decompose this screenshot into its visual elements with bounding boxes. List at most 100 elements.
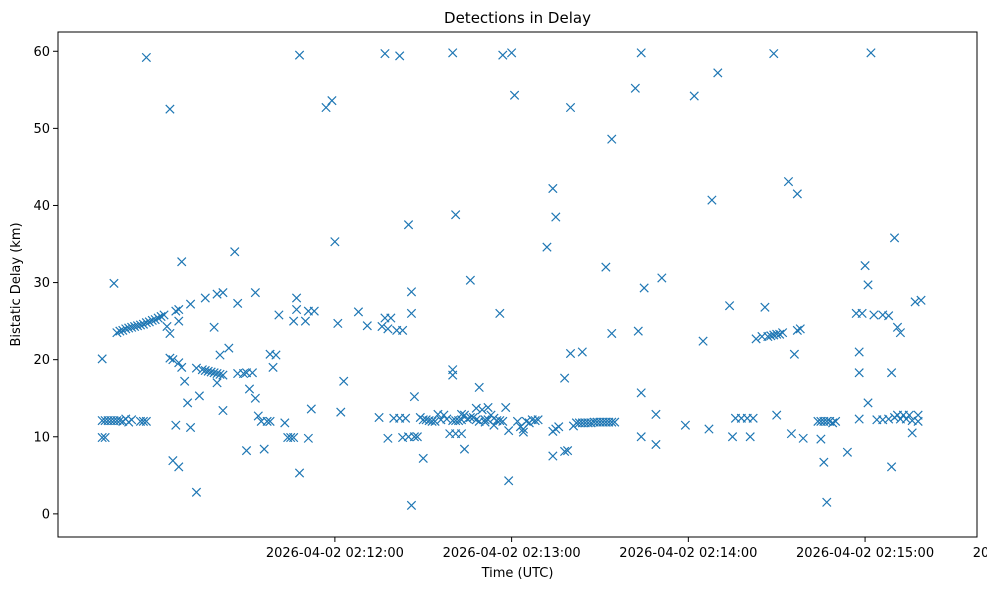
- data-point: [471, 415, 481, 425]
- y-tick-label: 30: [33, 276, 50, 291]
- x-tick-label: 2026-04-02 02:16:00: [973, 546, 987, 561]
- y-tick-label: 10: [33, 430, 50, 445]
- data-point: [353, 307, 364, 317]
- data-point: [127, 322, 137, 332]
- data-point: [165, 353, 175, 363]
- data-points: [97, 48, 926, 511]
- data-point: [548, 451, 558, 461]
- data-point: [395, 51, 405, 61]
- data-point: [459, 410, 470, 420]
- data-point: [439, 410, 449, 420]
- data-point: [165, 328, 175, 339]
- data-point: [327, 95, 337, 106]
- data-point: [309, 306, 319, 316]
- data-point: [863, 398, 873, 408]
- data-point: [830, 416, 841, 426]
- data-point: [548, 183, 558, 194]
- data-point: [321, 102, 331, 113]
- data-point: [657, 273, 667, 283]
- data-point: [289, 432, 299, 443]
- data-point: [498, 50, 508, 60]
- data-point: [748, 413, 758, 423]
- data-point: [724, 301, 735, 311]
- data-point: [168, 355, 178, 365]
- data-point: [224, 343, 234, 353]
- data-point: [916, 295, 926, 305]
- data-point: [495, 308, 505, 319]
- data-point: [174, 316, 184, 326]
- data-point: [533, 415, 543, 425]
- data-point: [124, 323, 134, 333]
- data-point: [209, 368, 219, 378]
- data-point: [698, 336, 708, 346]
- data-point: [636, 48, 646, 58]
- data-point: [112, 328, 122, 338]
- data-point: [141, 416, 151, 426]
- data-point: [268, 362, 278, 373]
- data-point: [129, 321, 140, 332]
- data-point: [562, 446, 573, 456]
- data-point: [892, 322, 903, 332]
- data-point: [542, 242, 552, 252]
- data-point: [633, 326, 643, 336]
- data-point: [212, 368, 222, 379]
- data-point: [230, 247, 240, 257]
- data-point: [265, 416, 275, 426]
- data-point: [165, 104, 175, 114]
- data-point: [651, 439, 661, 450]
- data-point: [421, 415, 431, 425]
- data-point: [489, 420, 499, 430]
- data-point: [174, 358, 184, 368]
- data-point: [185, 422, 196, 433]
- data-point: [212, 289, 222, 299]
- data-point: [442, 414, 452, 424]
- data-point: [383, 433, 393, 443]
- data-point: [889, 233, 900, 243]
- data-point: [191, 363, 202, 373]
- data-point: [509, 90, 520, 100]
- data-point: [218, 287, 228, 298]
- data-point: [427, 416, 437, 426]
- data-point: [259, 444, 269, 454]
- data-point: [412, 432, 422, 442]
- y-tick-label: 20: [33, 353, 50, 368]
- data-point: [477, 405, 487, 415]
- data-point: [212, 378, 222, 388]
- data-point: [451, 210, 461, 220]
- data-point: [760, 302, 770, 312]
- data-point: [362, 321, 372, 331]
- data-point: [150, 314, 160, 325]
- data-point: [554, 422, 564, 432]
- data-point: [763, 331, 773, 342]
- data-point: [901, 414, 911, 424]
- data-point: [286, 432, 296, 443]
- x-tick-label: 2026-04-02 02:12:00: [266, 546, 404, 561]
- data-point: [639, 283, 649, 293]
- data-point: [713, 68, 723, 78]
- data-point: [300, 316, 311, 326]
- data-point: [886, 368, 897, 378]
- data-point: [121, 324, 131, 334]
- axis-ticks: 0 10 20 30 40 50 60 2026-04-02 02:12:00 2026-04-…: [33, 45, 987, 561]
- data-point: [274, 310, 284, 320]
- data-point: [262, 416, 272, 426]
- data-point: [418, 453, 428, 463]
- data-point: [250, 393, 260, 403]
- data-point: [480, 417, 490, 427]
- data-point: [177, 362, 187, 373]
- y-tick-label: 40: [33, 199, 50, 214]
- data-point: [406, 500, 417, 511]
- data-point: [159, 310, 169, 320]
- data-point: [294, 50, 305, 60]
- data-point: [409, 432, 420, 442]
- data-point: [333, 318, 343, 329]
- y-tick-label: 0: [42, 507, 50, 522]
- data-point: [218, 405, 228, 416]
- data-point: [218, 370, 228, 380]
- data-point: [465, 275, 475, 285]
- data-point: [180, 376, 190, 386]
- x-tick-label: 2026-04-02 02:13:00: [443, 546, 581, 561]
- data-point: [607, 417, 617, 427]
- data-point: [374, 412, 384, 423]
- data-point: [884, 311, 894, 321]
